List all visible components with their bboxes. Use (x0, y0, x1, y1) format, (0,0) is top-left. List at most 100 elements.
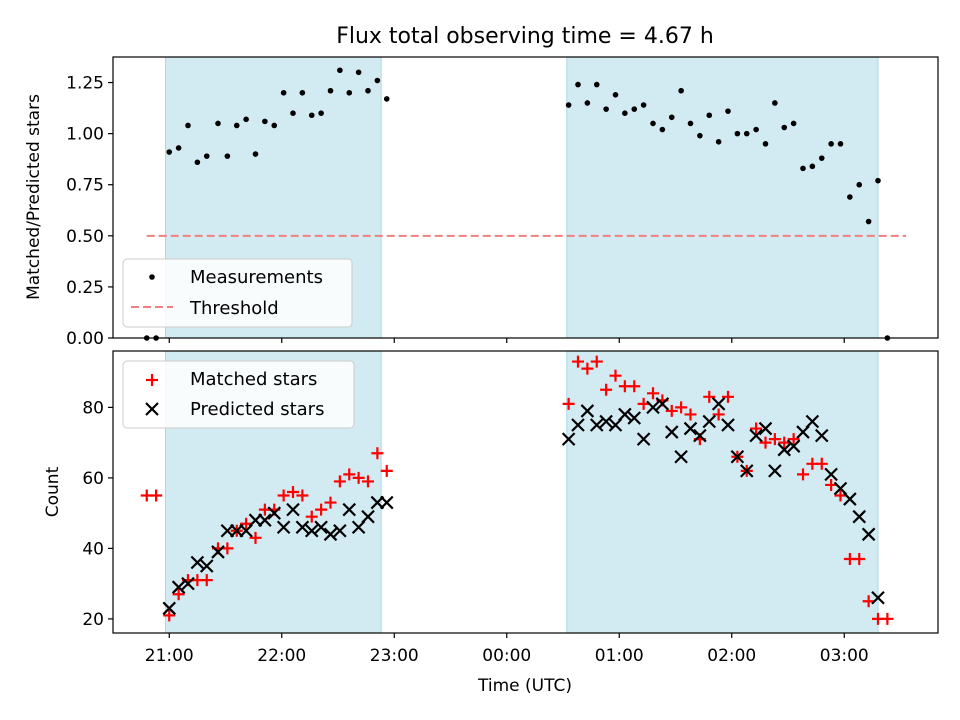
matched-star-point (787, 433, 800, 446)
predicted-star-point (580, 404, 595, 418)
matched-star-point (572, 355, 584, 368)
measurement-point (262, 118, 268, 125)
matched-star-point (324, 496, 337, 509)
matched-stars-points (140, 355, 894, 625)
measurement-point (355, 69, 362, 76)
measurement-point (194, 159, 201, 166)
bottom-y-axis-label: Count (43, 466, 63, 517)
predicted-star-point (739, 464, 754, 478)
top-axes-frame (112, 56, 939, 339)
matched-star-point (163, 609, 176, 622)
predicted-star-point (711, 397, 726, 411)
y-tick-label: 0.25 (66, 278, 104, 298)
predicted-star-point (693, 428, 707, 443)
matched-star-point (240, 517, 253, 530)
measurement-point (318, 110, 324, 116)
predicted-star-point (276, 520, 291, 535)
measurement-point (865, 218, 872, 225)
measurement-point (622, 110, 628, 116)
legend-predicted-marker (145, 402, 159, 416)
bottom-legend-box (122, 360, 355, 429)
measurement-point (715, 139, 722, 145)
measurement-point (650, 120, 656, 127)
predicted-star-point (379, 495, 394, 510)
predicted-star-point (730, 449, 745, 464)
measurement-point (224, 153, 231, 159)
measurement-point (800, 165, 806, 172)
matched-star-point (249, 531, 262, 544)
predicted-star-point (664, 425, 679, 439)
matched-star-point (684, 408, 697, 421)
x-tick-label: 21:00 (145, 646, 194, 666)
matched-star-point (768, 433, 781, 446)
predicted-star-point (361, 509, 375, 524)
x-tick-label: 01:00 (595, 646, 644, 666)
measurement-point (809, 163, 816, 170)
predicted-star-point (199, 559, 214, 573)
top-y-axis-label: Matched/Predicted stars (24, 94, 44, 300)
x-tick-label: 00:00 (482, 646, 531, 666)
measurement-point (383, 96, 390, 102)
predicted-star-point (571, 418, 585, 432)
matched-star-point (600, 383, 613, 396)
predicted-star-point (683, 421, 698, 436)
measurement-point (612, 92, 619, 98)
measurement-point (772, 100, 778, 106)
predicted-star-point (190, 555, 205, 570)
legend-predicted-label: Predicted stars (190, 399, 324, 420)
matched-star-point (750, 422, 763, 435)
measurement-point (271, 122, 278, 129)
matched-star-point (759, 436, 772, 449)
predicted-star-point (333, 523, 347, 538)
predicted-star-point (304, 523, 319, 538)
measurement-point (875, 177, 881, 184)
measurement-point (299, 89, 306, 96)
predicted-star-point (749, 428, 763, 443)
matched-star-point (221, 542, 234, 555)
legend-threshold-label: Threshold (189, 298, 279, 319)
matched-star-point (628, 380, 641, 393)
measurement-point (790, 120, 797, 127)
measurement-point (280, 89, 287, 96)
top-shaded-bands (165, 56, 879, 339)
matched-star-point (277, 489, 290, 502)
y-tick-label: 0.50 (66, 227, 104, 247)
chart-title: Flux total observing time = 4.67 h (336, 24, 714, 49)
predicted-star-point (777, 442, 792, 457)
predicted-star-point (162, 601, 177, 616)
measurement-point (697, 132, 703, 139)
matched-star-point (371, 447, 384, 460)
matched-star-point (675, 401, 688, 414)
matched-star-point (834, 489, 847, 502)
predicted-star-point (814, 428, 829, 443)
predicted-star-point (786, 439, 801, 453)
bottom-panel: 20 40 60 80 21:00 22:00 23:00 00:00 01:00 02:00 0… (43, 350, 939, 696)
bottom-x-ticks: 21:00 22:00 23:00 00:00 01:00 02:00 03:00 (145, 633, 869, 666)
matched-star-point (150, 489, 163, 502)
top-y-ticks: 0.00 0.25 0.50 0.75 1.00 1.25 (66, 74, 113, 349)
measurement-point (252, 151, 259, 157)
matched-star-point (647, 387, 659, 400)
predicted-star-point (561, 432, 576, 446)
measurement-point (631, 106, 638, 112)
measurement-point (659, 126, 666, 133)
matched-star-point (797, 468, 809, 481)
predicted-star-point (267, 506, 282, 520)
matched-star-point (352, 471, 365, 484)
predicted-star-point (852, 509, 867, 524)
measurement-point (678, 87, 684, 94)
bottom-y-ticks: 20 40 60 80 (82, 398, 113, 630)
y-tick-label: 1.25 (66, 74, 104, 94)
matched-star-point (305, 510, 318, 523)
matched-star-point (609, 369, 622, 382)
matched-star-point (722, 390, 734, 403)
measurement-point (818, 155, 825, 161)
y-tick-label: 40 (82, 539, 104, 559)
predicted-star-point (618, 407, 632, 422)
top-panel: 0.00 0.25 0.50 0.75 1.00 1.25 Matched/Predict… (24, 56, 939, 349)
measurement-point (346, 89, 353, 96)
measurement-point (753, 126, 759, 133)
predicted-star-point (768, 464, 782, 478)
measurement-point (706, 112, 713, 119)
